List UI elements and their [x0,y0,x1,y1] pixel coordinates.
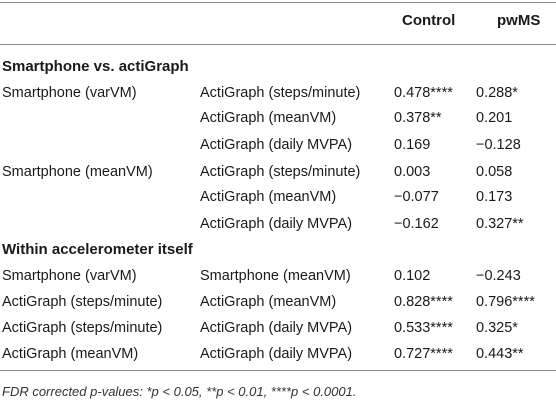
measure-2-cell: ActiGraph (steps/minute) [200,85,361,101]
table-row: Smartphone (meanVM) ActiGraph (steps/min… [0,164,556,191]
table-footnote: FDR corrected p-values: *p < 0.05, **p <… [2,384,357,399]
measure-2-cell: ActiGraph (daily MVPA) [200,216,353,232]
control-value-cell: 0.003 [394,164,431,180]
control-value-cell: 0.169 [394,137,431,153]
pwms-value-cell: 0.325* [476,320,518,336]
control-value-cell: 0.478**** [394,85,453,101]
measure-2-cell: ActiGraph (meanVM) [200,189,337,205]
control-value-cell: −0.077 [394,189,439,205]
control-value-cell: 0.533**** [394,320,453,336]
table-bottom-rule [0,370,556,371]
table-row: Smartphone (varVM) ActiGraph (steps/minu… [0,85,556,112]
control-value-cell: 0.378** [394,110,442,126]
pwms-value-cell: 0.288* [476,85,518,101]
measure-2-cell: ActiGraph (steps/minute) [200,164,361,180]
section-title-within-accelerometer: Within accelerometer itself [2,241,193,258]
table-top-rule [0,2,556,3]
control-value-cell: 0.828**** [394,294,453,310]
measure-1-cell: Smartphone (meanVM) [2,164,153,180]
measure-2-cell: ActiGraph (meanVM) [200,294,337,310]
measure-1-cell: Smartphone (varVM) [2,268,137,284]
measure-2-cell: ActiGraph (daily MVPA) [200,320,353,336]
measure-2-cell: ActiGraph (daily MVPA) [200,137,353,153]
table-row: ActiGraph (steps/minute) ActiGraph (mean… [0,294,556,321]
measure-1-cell: ActiGraph (steps/minute) [2,294,163,310]
control-value-cell: 0.102 [394,268,431,284]
measure-2-cell: ActiGraph (daily MVPA) [200,346,353,362]
column-header-pwms: pwMS [497,12,541,29]
table-row: ActiGraph (steps/minute) ActiGraph (dail… [0,320,556,347]
measure-2-cell: ActiGraph (meanVM) [200,110,337,126]
pwms-value-cell: 0.058 [476,164,513,180]
pwms-value-cell: 0.796**** [476,294,535,310]
pwms-value-cell: 0.327** [476,216,524,232]
pwms-value-cell: −0.243 [476,268,521,284]
section-title-smartphone-vs-actigraph: Smartphone vs. actiGraph [2,58,189,75]
table-row: ActiGraph (meanVM) −0.077 0.173 [0,189,556,216]
measure-1-cell: Smartphone (varVM) [2,85,137,101]
table-row: ActiGraph (daily MVPA) −0.162 0.327** [0,216,556,243]
pwms-value-cell: 0.201 [476,110,513,126]
pwms-value-cell: 0.173 [476,189,513,205]
pwms-value-cell: 0.443** [476,346,524,362]
measure-1-cell: ActiGraph (steps/minute) [2,320,163,336]
control-value-cell: −0.162 [394,216,439,232]
pwms-value-cell: −0.128 [476,137,521,153]
measure-2-cell: Smartphone (meanVM) [200,268,351,284]
measure-1-cell: ActiGraph (meanVM) [2,346,139,362]
table-row: ActiGraph (meanVM) 0.378** 0.201 [0,110,556,137]
column-header-control: Control [402,12,456,29]
table-row: Smartphone (varVM) Smartphone (meanVM) 0… [0,268,556,295]
table-row: ActiGraph (meanVM) ActiGraph (daily MVPA… [0,346,556,373]
header-rule [0,44,556,45]
control-value-cell: 0.727**** [394,346,453,362]
table-row: ActiGraph (daily MVPA) 0.169 −0.128 [0,137,556,164]
